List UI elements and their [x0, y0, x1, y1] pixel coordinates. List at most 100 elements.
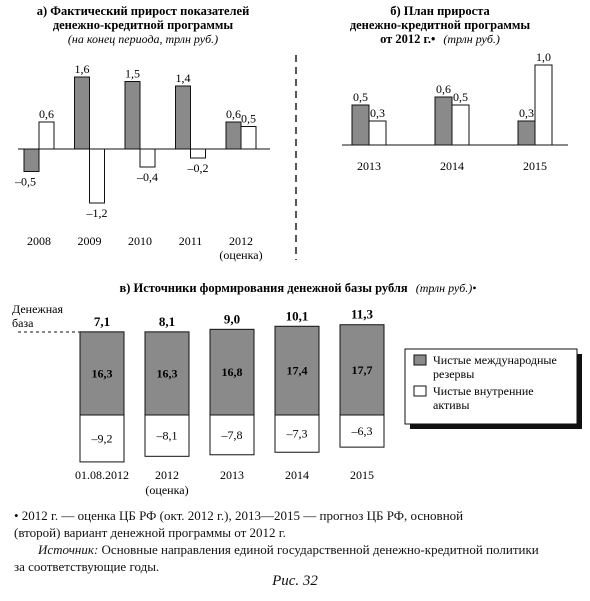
chart-a-bar-2010-s0 [124, 81, 141, 150]
chart-b-bar-2014-s1 [451, 104, 470, 146]
chart-a-value-2011-s1: –0,2 [187, 161, 209, 175]
figure-caption: Рис. 32 [272, 573, 318, 589]
chart-c-category-01.08.2012: 01.08.2012 [75, 468, 129, 482]
chart-c-total-2013: 9,0 [224, 311, 240, 326]
chart-b-bar-2013-s1 [368, 120, 387, 146]
chart-c-plot: 16,3 –9,2 7,1 01.08.2012 16,3 –8,1 8,1 2012(оце… [75, 307, 385, 497]
chart-c-legend: Чистые международные резервы Чистые внут… [404, 348, 582, 429]
legend-swatch-assets [413, 385, 427, 397]
chart-a-value-2011-s0: 1,4 [176, 71, 191, 85]
source-line-2: за соответствующие годы. [14, 559, 160, 574]
chart-c-bar-reserves-01.08.2012 [79, 331, 125, 416]
chart-c-category-2013: 2013 [220, 468, 244, 482]
chart-c-category-note-2012: (оценка) [145, 483, 188, 497]
chart-c-total-2015: 11,3 [351, 307, 374, 322]
chart-a-category-2008: 2008 [27, 234, 51, 248]
chart-a-value-2008-s1: 0,6 [39, 107, 54, 121]
chart-a-bar-2012-s1 [240, 126, 257, 150]
chart-b-category-2013: 2013 [357, 159, 381, 173]
chart-b-value-2013-s0: 0,5 [353, 90, 368, 104]
chart-b-title-line1: б) План прироста [390, 4, 490, 18]
chart-a-value-2010-s1: –0,4 [136, 170, 158, 184]
chart-c-bar-assets-01.08.2012 [79, 414, 125, 463]
chart-b-bar-2015-s0 [517, 120, 536, 146]
chart-b-subtitle: (трлн руб.) [443, 32, 500, 46]
legend-box [404, 348, 578, 425]
chart-c-value-reserves-2015: 17,7 [352, 363, 373, 377]
chart-c-value-assets-2015: –6,3 [351, 424, 373, 438]
chart-c-category-2015: 2015 [350, 468, 374, 482]
chart-a-bar-2009-s0 [74, 76, 90, 150]
chart-a-category-2012: 2012 [229, 234, 253, 248]
chart-a-category-2011: 2011 [179, 234, 203, 248]
chart-c-total-2012: 8,1 [159, 314, 175, 329]
chart-a-value-2009-s1: –1,2 [86, 206, 108, 220]
chart-a-subtitle: (на конец периода, трлн руб.) [68, 32, 218, 46]
footnote-2: (второй) вариант денежной программы от 2… [14, 525, 286, 540]
chart-b-title-line3: от 2012 г.• [380, 32, 435, 46]
chart-c-title: в) Источники формирования денежной базы … [119, 281, 407, 295]
chart-b-bar-2014-s0 [434, 96, 453, 146]
chart-b-title-line3-group: от 2012 г.• (трлн руб.) [380, 30, 500, 47]
chart-a-bar-2008-s1 [38, 121, 55, 150]
legend-swatch-reserves [413, 354, 427, 366]
chart-b-title-line2: денежно-кредитной программы [350, 18, 531, 32]
source-line-1: Источник: Основные направления единой го… [14, 541, 580, 558]
chart-b-value-2013-s1: 0,3 [370, 106, 385, 120]
chart-c-category-2014: 2014 [285, 468, 309, 482]
chart-b-bar-2013-s0 [351, 104, 370, 146]
legend-label-reserves-2: резервы [433, 367, 474, 381]
chart-b-value-2014-s1: 0,5 [453, 90, 468, 104]
chart-a-bar-2008-s0 [23, 148, 40, 172]
chart-c-total-01.08.2012: 7,1 [94, 314, 110, 329]
chart-c-total-2014: 10,1 [286, 308, 309, 323]
chart-c-category-2012: 2012 [155, 468, 179, 482]
chart-c-bar-assets-2012 [144, 414, 190, 457]
chart-c-value-assets-01.08.2012: –9,2 [91, 431, 113, 445]
chart-c-value-reserves-2012: 16,3 [157, 366, 178, 380]
chart-a-title-line1: а) Фактический прирост показателей [37, 4, 250, 18]
chart-a-value-2009-s0: 1,6 [75, 62, 90, 76]
chart-c-title-group: в) Источники формирования денежной базы … [119, 279, 476, 296]
chart-c-value-reserves-2014: 17,4 [287, 364, 308, 378]
chart-a-category-2009: 2009 [78, 234, 102, 248]
chart-b-value-2015-s1: 1,0 [536, 50, 551, 64]
source-label: Источник: [38, 542, 99, 557]
chart-c-value-assets-2013: –7,8 [221, 428, 243, 442]
legend-label-reserves-1: Чистые международные [433, 353, 557, 367]
chart-c-subtitle: (трлн руб.)• [416, 281, 477, 295]
chart-c-bar-assets-2015 [339, 414, 385, 448]
chart-b-category-2014: 2014 [440, 159, 464, 173]
chart-a-category-note-2012: (оценка) [219, 248, 262, 262]
chart-c-value-reserves-01.08.2012: 16,3 [92, 366, 113, 380]
chart-a-bar-2011-s1 [190, 148, 206, 159]
chart-c-bar-reserves-2015 [339, 324, 385, 416]
chart-a-plot: –0,5 0,6 2008 1,6 –1,2 2009 1,5 –0,4 2010 1,4 –0,2… [14, 62, 263, 262]
chart-a-bar-2011-s0 [175, 85, 191, 150]
chart-a-value-2010-s0: 1,5 [125, 67, 140, 81]
chart-a-value-2008-s0: –0,5 [14, 175, 36, 189]
chart-a-bar-2010-s1 [139, 148, 156, 168]
legend-label-assets-1: Чистые внутренние [433, 384, 534, 398]
chart-c-value-assets-2014: –7,3 [286, 427, 308, 441]
chart-b-value-2015-s0: 0,3 [519, 106, 534, 120]
chart-c-value-assets-2012: –8,1 [156, 429, 178, 443]
chart-c-bar-assets-2013 [209, 414, 255, 456]
chart-a-value-2012-s0: 0,6 [226, 107, 241, 121]
chart-c-bar-assets-2014 [274, 414, 320, 453]
source-text: Основные направления единой государствен… [98, 542, 539, 557]
chart-a-category-2010: 2010 [128, 234, 152, 248]
chart-b-value-2014-s0: 0,6 [436, 82, 451, 96]
chart-b-bar-2015-s1 [534, 64, 553, 146]
money-base-label-1: Денежная [12, 302, 63, 316]
chart-a-value-2012-s1: 0,5 [241, 112, 256, 126]
chart-b-category-2015: 2015 [523, 159, 547, 173]
chart-a-title-line2: денежно-кредитной программы [53, 18, 234, 32]
chart-a-bar-2009-s1 [89, 148, 105, 204]
chart-c-value-reserves-2013: 16,8 [222, 365, 243, 379]
legend-label-assets-2: активы [433, 398, 469, 412]
footnote-1: • 2012 г. — оценка ЦБ РФ (окт. 2012 г.),… [14, 508, 464, 523]
money-base-label-2: база [12, 316, 34, 330]
